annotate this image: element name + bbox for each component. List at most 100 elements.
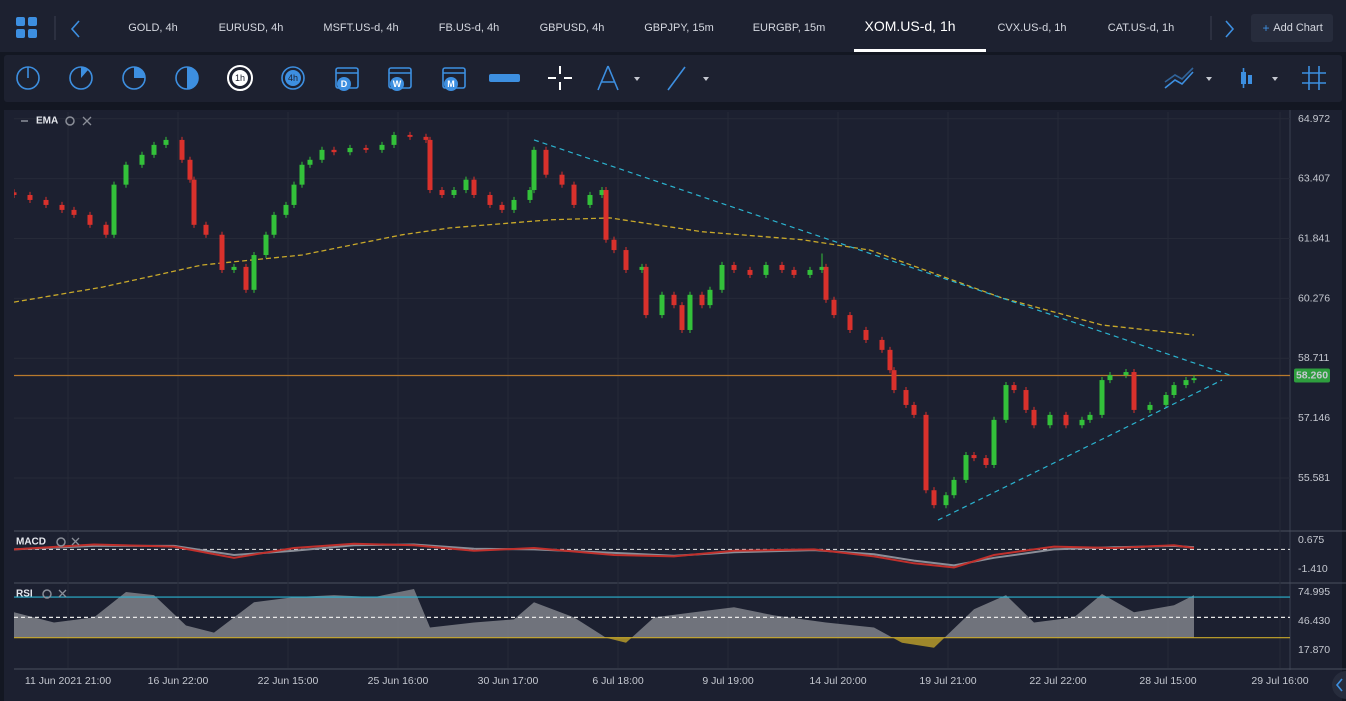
- tab[interactable]: MSFT.US-d, 4h: [323, 22, 398, 34]
- tab[interactable]: CVX.US-d, 1h: [997, 22, 1066, 34]
- candle-body: [499, 204, 505, 210]
- grid: [14, 112, 1290, 668]
- tabs-prev[interactable]: [70, 20, 80, 38]
- candle-body: [623, 250, 629, 270]
- chart-type-button[interactable]: [1241, 68, 1278, 88]
- candle-body: [983, 458, 989, 465]
- y-tick-label: 61.841: [1298, 233, 1330, 245]
- tf-label: 4h: [288, 73, 298, 83]
- candle-body: [719, 264, 725, 290]
- tab[interactable]: EURUSD, 4h: [219, 22, 284, 34]
- candle-body: [487, 194, 493, 205]
- tf-month[interactable]: M: [442, 67, 466, 91]
- tab[interactable]: GOLD, 4h: [128, 22, 178, 34]
- trend-line[interactable]: [937, 379, 1223, 521]
- add-chart-button[interactable]: + Add Chart: [1251, 14, 1333, 42]
- candle-body: [847, 315, 853, 330]
- y-tick-label: 74.995: [1298, 586, 1330, 598]
- tab[interactable]: EURGBP, 15m: [753, 22, 826, 34]
- tf-4h[interactable]: 4h: [281, 66, 305, 90]
- tab-bar: [0, 0, 1346, 52]
- candle-body: [407, 134, 413, 137]
- candle-body: [1079, 419, 1085, 426]
- x-tick-label: 11 Jun 2021 21:00: [25, 675, 111, 687]
- toolbar-icons: 1h 4h D W M: [16, 65, 1326, 91]
- indicators-button[interactable]: [1164, 67, 1212, 89]
- candle-body: [599, 190, 605, 195]
- settings-icon[interactable]: [65, 116, 75, 126]
- tf-1h[interactable]: 1h: [227, 65, 253, 91]
- candle-body: [87, 214, 93, 225]
- macd-legend: MACD: [16, 537, 80, 548]
- candle-body: [347, 147, 353, 153]
- tabs: GOLD, 4h EURUSD, 4h MSFT.US-d, 4h FB.US-d, …: [128, 18, 1174, 52]
- candle-body: [219, 234, 225, 270]
- candle-body: [451, 190, 457, 195]
- close-icon[interactable]: [82, 116, 92, 126]
- y-tick-label: 60.276: [1298, 292, 1330, 304]
- tabs-next[interactable]: [1225, 20, 1235, 38]
- candle-body: [191, 179, 197, 225]
- candle-body: [531, 149, 537, 191]
- candle-body: [307, 159, 313, 165]
- tab[interactable]: GBPUSD, 4h: [540, 22, 605, 34]
- candle-body: [779, 264, 785, 270]
- candle-body: [463, 179, 469, 191]
- tool-crosshair[interactable]: [548, 66, 572, 90]
- candle-body: [263, 234, 269, 256]
- close-icon[interactable]: [58, 589, 67, 598]
- candle-body: [963, 455, 969, 480]
- apps-button[interactable]: [16, 17, 37, 38]
- x-tick-label: 14 Jul 20:00: [809, 675, 866, 687]
- macd-line: [14, 542, 1195, 569]
- settings-icon[interactable]: [42, 589, 52, 599]
- candle-body: [43, 199, 49, 205]
- tf-label: W: [393, 79, 402, 89]
- layout-button[interactable]: [1302, 66, 1326, 90]
- tool-line[interactable]: [667, 66, 709, 91]
- candle-body: [587, 194, 593, 205]
- tf-1m[interactable]: [16, 66, 40, 90]
- candle-body: [111, 184, 117, 235]
- scroll-button[interactable]: [1332, 671, 1346, 699]
- candle-body: [379, 144, 385, 150]
- tf-30m[interactable]: [175, 66, 199, 90]
- tf-day[interactable]: D: [335, 67, 359, 91]
- chart-panel: [4, 110, 1342, 701]
- y-tick-label: 55.581: [1298, 472, 1330, 484]
- candle-body: [243, 266, 249, 290]
- rsi-pane: [14, 589, 1290, 648]
- candle-body: [823, 266, 829, 300]
- candle-body: [163, 139, 169, 145]
- candle-body: [1163, 395, 1169, 405]
- close-icon[interactable]: [71, 537, 80, 546]
- last-price-badge: [1294, 368, 1330, 383]
- candle-body: [1047, 414, 1053, 426]
- candle-body: [187, 159, 193, 180]
- candle-body: [571, 184, 577, 205]
- candle-body: [943, 495, 949, 506]
- candle-body: [123, 164, 129, 185]
- tab-active[interactable]: XOM.US-d, 1h: [864, 18, 955, 34]
- candle-body: [1131, 372, 1137, 410]
- candle-body: [14, 192, 17, 195]
- tf-label: D: [341, 79, 348, 89]
- tf-5m[interactable]: [69, 66, 93, 90]
- candle-body: [1063, 414, 1069, 426]
- tab[interactable]: FB.US-d, 4h: [439, 22, 500, 34]
- candle-body: [1147, 404, 1153, 410]
- tool-draw[interactable]: [597, 65, 640, 91]
- candle-body: [363, 147, 369, 150]
- tf-week[interactable]: W: [388, 67, 412, 91]
- candle-body: [903, 390, 909, 405]
- candle-body: [543, 149, 549, 175]
- candle-body: [887, 349, 893, 371]
- candle-body: [863, 329, 869, 340]
- tab[interactable]: CAT.US-d, 1h: [1108, 22, 1174, 34]
- tf-15m[interactable]: [122, 66, 146, 90]
- tab[interactable]: GBPJPY, 15m: [644, 22, 714, 34]
- tool-range[interactable]: [489, 74, 520, 82]
- trend-line[interactable]: [533, 139, 1231, 376]
- settings-icon[interactable]: [56, 537, 66, 547]
